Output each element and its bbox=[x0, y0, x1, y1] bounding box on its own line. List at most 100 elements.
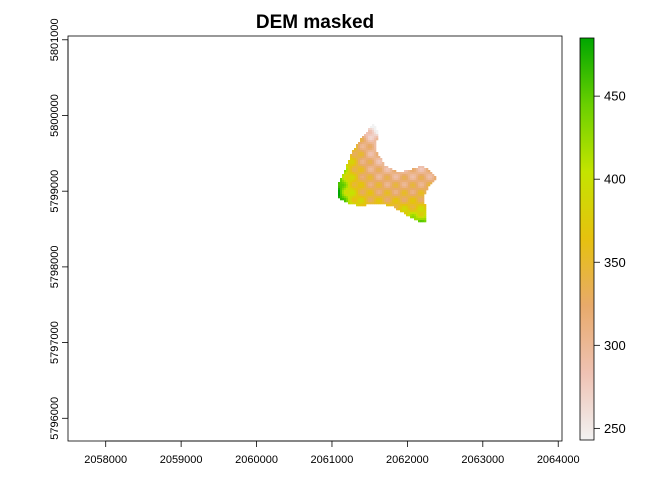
raster-cell bbox=[378, 192, 381, 195]
raster-cell bbox=[380, 198, 383, 201]
raster-cell bbox=[362, 172, 365, 175]
raster-cell bbox=[424, 208, 427, 211]
raster-cell bbox=[352, 190, 355, 193]
raster-cell bbox=[380, 160, 383, 163]
raster-cell bbox=[372, 196, 375, 199]
raster-cell bbox=[388, 176, 391, 179]
raster-cell bbox=[364, 186, 367, 189]
raster-cell bbox=[422, 176, 425, 179]
raster-cell bbox=[416, 202, 419, 205]
raster-cell bbox=[406, 172, 409, 175]
raster-cell bbox=[346, 186, 349, 189]
raster-cell bbox=[402, 188, 405, 191]
raster-cell bbox=[362, 176, 365, 179]
raster-cell bbox=[350, 200, 353, 203]
raster-cell bbox=[414, 182, 417, 185]
raster-cell bbox=[352, 154, 355, 157]
raster-cell bbox=[364, 192, 367, 195]
raster-cell bbox=[348, 174, 351, 177]
raster-cell bbox=[418, 178, 421, 181]
raster-cell bbox=[418, 170, 421, 173]
raster-cell bbox=[358, 204, 361, 207]
raster-cell bbox=[408, 174, 411, 177]
raster-cell bbox=[354, 184, 357, 187]
raster-cell bbox=[344, 192, 347, 195]
raster-cell bbox=[414, 214, 417, 217]
raster-cell bbox=[384, 172, 387, 175]
raster-cell bbox=[360, 180, 363, 183]
raster-cell bbox=[358, 178, 361, 181]
raster-cell bbox=[368, 178, 371, 181]
raster-cell bbox=[420, 184, 423, 187]
raster-cell bbox=[374, 192, 377, 195]
raster-cell bbox=[428, 176, 431, 179]
y-tick-label: 5796000 bbox=[49, 397, 61, 440]
raster-cell bbox=[416, 184, 419, 187]
raster-cell bbox=[394, 178, 397, 181]
raster-cell bbox=[352, 178, 355, 181]
raster-cell bbox=[390, 180, 393, 183]
raster-cell bbox=[346, 166, 349, 169]
raster-cell bbox=[394, 186, 397, 189]
raster-cell bbox=[412, 204, 415, 207]
raster-cell bbox=[350, 180, 353, 183]
raster-cell bbox=[372, 160, 375, 163]
raster-cell bbox=[356, 152, 359, 155]
raster-cell bbox=[374, 182, 377, 185]
raster-cell bbox=[366, 144, 369, 147]
raster-cell bbox=[408, 180, 411, 183]
raster-cell bbox=[348, 182, 351, 185]
raster-cell bbox=[376, 186, 379, 189]
raster-cell bbox=[410, 182, 413, 185]
raster-cell bbox=[374, 152, 377, 155]
raster-cell bbox=[372, 170, 375, 173]
raster-cell bbox=[404, 186, 407, 189]
raster-cell bbox=[374, 130, 377, 133]
raster-cell bbox=[368, 172, 371, 175]
raster-cell bbox=[388, 174, 391, 177]
raster-cell bbox=[388, 200, 391, 203]
raster-cell bbox=[368, 198, 371, 201]
raster-cell bbox=[390, 184, 393, 187]
raster-cell bbox=[394, 196, 397, 199]
raster-cell bbox=[410, 196, 413, 199]
raster-cell bbox=[408, 170, 411, 173]
raster-cell bbox=[388, 186, 391, 189]
raster-cell bbox=[344, 190, 347, 193]
raster-cell bbox=[370, 194, 373, 197]
raster-cell bbox=[428, 184, 431, 187]
raster-cell bbox=[372, 202, 375, 205]
raster-cell bbox=[372, 194, 375, 197]
raster-cell bbox=[352, 150, 355, 153]
raster-cell bbox=[380, 192, 383, 195]
raster-cell bbox=[378, 160, 381, 163]
raster-cell bbox=[426, 172, 429, 175]
raster-cell bbox=[404, 182, 407, 185]
raster-cell bbox=[390, 188, 393, 191]
raster-cell bbox=[372, 144, 375, 147]
raster-cell bbox=[368, 134, 371, 137]
raster-cell bbox=[380, 190, 383, 193]
raster-cell bbox=[386, 190, 389, 193]
raster-cell bbox=[366, 182, 369, 185]
raster-cell bbox=[394, 200, 397, 203]
raster-cell bbox=[424, 216, 427, 219]
raster-cell bbox=[392, 202, 395, 205]
raster-cell bbox=[374, 142, 377, 145]
plot-frame bbox=[67, 35, 563, 442]
raster-cell bbox=[340, 178, 343, 181]
raster-cell bbox=[358, 200, 361, 203]
raster-cell bbox=[426, 178, 429, 181]
raster-cell bbox=[372, 152, 375, 155]
raster-cell bbox=[422, 168, 425, 171]
raster-cell bbox=[356, 182, 359, 185]
raster-cell bbox=[378, 176, 381, 179]
x-tick-label: 2062000 bbox=[386, 454, 429, 466]
raster-cell bbox=[358, 184, 361, 187]
raster-cell bbox=[380, 196, 383, 199]
raster-cell bbox=[400, 196, 403, 199]
raster-cell bbox=[396, 176, 399, 179]
raster-cell bbox=[362, 150, 365, 153]
raster-cell bbox=[408, 190, 411, 193]
raster-cell bbox=[370, 168, 373, 171]
